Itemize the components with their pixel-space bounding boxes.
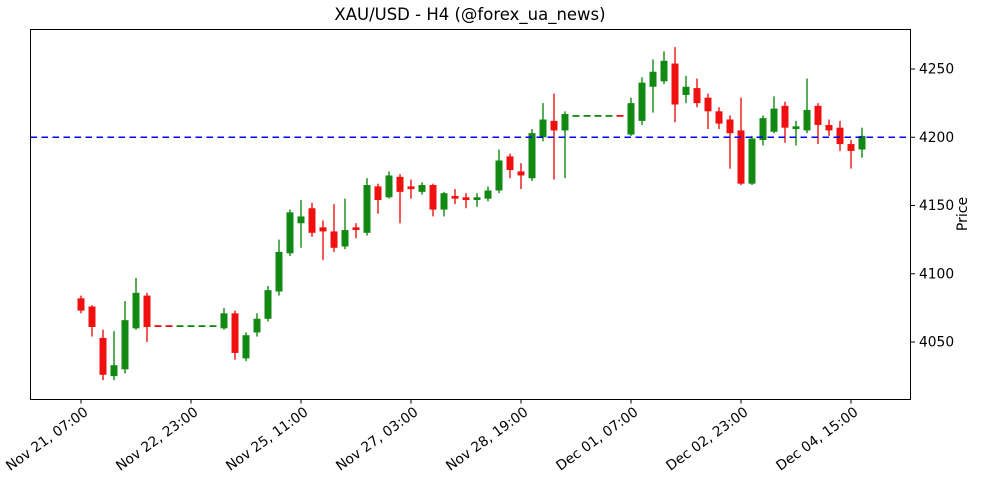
candle-body bbox=[319, 227, 327, 232]
candle-body bbox=[363, 185, 371, 233]
candle-body bbox=[583, 115, 591, 117]
x-tick-label: Nov 21, 07:00 bbox=[3, 404, 91, 474]
y-axis-label: Price bbox=[955, 197, 971, 231]
candle-body bbox=[770, 108, 778, 132]
y-tick-label: 4050 bbox=[919, 335, 954, 351]
candle-body bbox=[341, 230, 349, 247]
candle-body bbox=[330, 231, 338, 248]
candle-body bbox=[594, 115, 602, 117]
x-tick-label: Nov 25, 11:00 bbox=[223, 404, 311, 474]
x-tick-label: Nov 28, 19:00 bbox=[443, 404, 531, 474]
candle-body bbox=[495, 160, 503, 191]
candle-body bbox=[286, 212, 294, 254]
candle-body bbox=[176, 325, 184, 328]
candle-body bbox=[418, 185, 426, 192]
candle-body bbox=[726, 119, 734, 134]
candle-body bbox=[121, 320, 129, 370]
candle-body bbox=[682, 86, 690, 95]
candle-body bbox=[649, 71, 657, 87]
candle-body bbox=[759, 118, 767, 140]
candle-body bbox=[781, 105, 789, 128]
x-tick-label: Nov 27, 03:00 bbox=[333, 404, 421, 474]
candle-body bbox=[572, 115, 580, 117]
candle-body bbox=[748, 138, 756, 184]
candle-body bbox=[671, 63, 679, 105]
candle-body bbox=[704, 97, 712, 112]
candle-body bbox=[803, 109, 811, 131]
candle-body bbox=[242, 335, 250, 359]
candle-body bbox=[561, 114, 569, 131]
candle-body bbox=[660, 60, 668, 82]
candle-body bbox=[429, 185, 437, 210]
candle-body bbox=[396, 176, 404, 192]
candle-body bbox=[77, 298, 85, 311]
candle-body bbox=[88, 306, 96, 327]
candle-body bbox=[143, 295, 151, 327]
candle-body bbox=[374, 186, 382, 201]
candle-body bbox=[737, 130, 745, 184]
x-tick-label: Nov 22, 23:00 bbox=[113, 404, 201, 474]
candle-body bbox=[715, 111, 723, 124]
y-tick-label: 4150 bbox=[919, 198, 954, 214]
candles-layer bbox=[77, 47, 866, 381]
candle-body bbox=[550, 120, 558, 131]
candle-body bbox=[407, 186, 415, 190]
candle-body bbox=[220, 313, 228, 329]
candle-body bbox=[847, 144, 855, 151]
candle-body bbox=[308, 208, 316, 233]
candle-body bbox=[132, 292, 140, 329]
candle-body bbox=[154, 325, 162, 328]
candle-body bbox=[517, 171, 525, 176]
candle-body bbox=[473, 197, 481, 201]
x-tick-label: Dec 02, 23:00 bbox=[663, 404, 751, 474]
y-tick-label: 4100 bbox=[919, 266, 954, 282]
candle-body bbox=[792, 126, 800, 130]
candle-body bbox=[99, 337, 107, 375]
x-tick-label: Dec 04, 15:00 bbox=[773, 404, 861, 474]
candle-body bbox=[275, 251, 283, 292]
candle-body bbox=[825, 124, 833, 131]
candle-body bbox=[352, 227, 360, 231]
y-tick-label: 4250 bbox=[919, 62, 954, 78]
candle-body bbox=[858, 135, 866, 150]
candle-body bbox=[814, 105, 822, 125]
candle-body bbox=[231, 313, 239, 353]
candle-body bbox=[253, 318, 261, 333]
plot-border bbox=[30, 29, 911, 400]
candle-body bbox=[198, 325, 206, 328]
candle-body bbox=[165, 325, 173, 328]
candle-body bbox=[616, 115, 624, 117]
x-tick-label: Dec 01, 07:00 bbox=[553, 404, 641, 474]
axes-layer: 4050 4100 4150 4200 4250 Price Nov 21, 07:00 No… bbox=[3, 29, 971, 474]
candle-body bbox=[451, 195, 459, 199]
candle-body bbox=[297, 216, 305, 224]
y-tick-label: 4200 bbox=[919, 130, 954, 146]
candle-body bbox=[638, 82, 646, 121]
candle-body bbox=[440, 193, 448, 210]
candle-body bbox=[264, 290, 272, 319]
candle-body bbox=[187, 325, 195, 328]
candle-body bbox=[110, 365, 118, 377]
candle-body bbox=[462, 197, 470, 201]
candle-body bbox=[836, 127, 844, 145]
candle-body bbox=[627, 103, 635, 135]
candle-body bbox=[209, 325, 217, 328]
candle-body bbox=[385, 175, 393, 198]
chart-title: XAU/USD - H4 (@forex_ua_news) bbox=[334, 5, 605, 25]
candle-body bbox=[484, 190, 492, 199]
candle-body bbox=[539, 119, 547, 138]
candle-body bbox=[605, 115, 613, 117]
candle-body bbox=[528, 133, 536, 179]
candle-body bbox=[693, 88, 701, 104]
candle-body bbox=[506, 156, 514, 171]
